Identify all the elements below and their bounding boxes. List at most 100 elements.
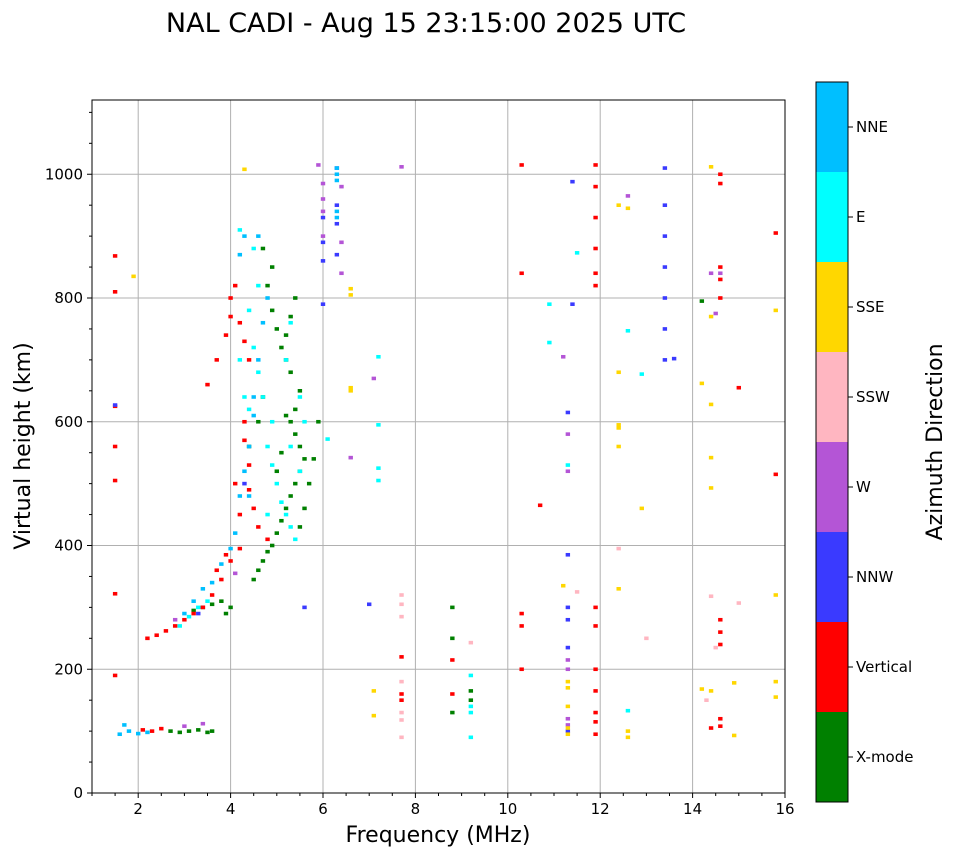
- data-point: [126, 729, 132, 733]
- data-point: [246, 463, 252, 467]
- data-point: [145, 730, 150, 735]
- chart-title: NAL CADI - Aug 15 23:15:00 2025 UTC: [166, 8, 686, 39]
- data-point: [547, 340, 552, 345]
- data-point: [228, 314, 233, 319]
- data-point: [662, 234, 668, 238]
- data-point: [242, 395, 247, 399]
- data-point: [246, 494, 252, 498]
- data-point: [367, 602, 372, 607]
- data-point: [242, 438, 247, 443]
- data-point: [519, 667, 524, 672]
- data-point: [112, 254, 118, 258]
- x-tick-label: 6: [318, 800, 328, 818]
- data-point: [773, 231, 778, 235]
- data-point: [297, 525, 303, 529]
- data-point: [593, 689, 598, 693]
- data-point: [713, 645, 718, 650]
- data-point: [731, 733, 737, 738]
- data-point: [260, 559, 266, 563]
- data-point: [570, 302, 575, 306]
- data-point: [288, 444, 293, 449]
- data-point: [731, 681, 737, 685]
- data-point: [565, 463, 571, 467]
- data-point: [320, 215, 326, 220]
- data-point: [399, 718, 404, 722]
- data-point: [246, 358, 252, 362]
- x-tick-label: 4: [226, 800, 236, 818]
- data-point: [519, 611, 524, 616]
- data-point: [376, 478, 381, 483]
- data-point: [200, 605, 206, 610]
- data-point: [662, 327, 668, 331]
- data-point: [242, 339, 247, 344]
- data-point: [468, 698, 474, 702]
- data-point: [233, 481, 238, 486]
- data-point: [242, 234, 247, 238]
- data-point: [205, 730, 210, 735]
- x-tick-label: 2: [133, 800, 143, 818]
- data-point: [348, 385, 353, 390]
- data-point: [450, 658, 455, 662]
- data-point: [251, 506, 256, 511]
- data-point: [593, 184, 598, 189]
- data-point: [288, 320, 293, 325]
- data-point: [334, 172, 340, 177]
- x-axis-label: Frequency (MHz): [346, 823, 531, 848]
- colorbar-segment: [816, 532, 848, 622]
- data-point: [182, 724, 187, 728]
- data-point: [233, 283, 238, 288]
- data-point: [639, 506, 644, 511]
- data-point: [320, 234, 326, 238]
- data-point: [371, 689, 377, 693]
- data-point: [172, 624, 178, 628]
- data-point: [708, 314, 714, 319]
- data-point: [662, 203, 668, 207]
- data-point: [246, 308, 252, 313]
- data-point: [616, 546, 621, 551]
- data-point: [334, 203, 340, 207]
- data-point: [662, 358, 668, 362]
- data-point: [348, 293, 353, 297]
- data-point: [468, 673, 474, 678]
- data-point: [256, 358, 261, 362]
- series-ssw: [399, 546, 741, 740]
- data-point: [334, 178, 340, 183]
- data-point: [297, 444, 303, 449]
- data-point: [699, 381, 705, 386]
- data-point: [205, 382, 210, 387]
- data-point: [223, 611, 229, 616]
- data-point: [565, 716, 571, 721]
- y-tick-label: 0: [73, 784, 83, 802]
- x-tick-label: 16: [775, 800, 794, 818]
- data-point: [136, 731, 141, 736]
- data-point: [283, 512, 289, 517]
- y-tick-label: 1000: [45, 165, 83, 183]
- data-point: [565, 432, 571, 436]
- data-point: [565, 658, 571, 662]
- colorbar-segment: [816, 712, 848, 802]
- data-point: [256, 419, 261, 424]
- data-point: [260, 395, 266, 399]
- data-point: [339, 271, 344, 276]
- data-point: [399, 165, 404, 169]
- data-point: [293, 296, 298, 300]
- x-tick-label: 10: [498, 800, 517, 818]
- data-point: [209, 602, 215, 607]
- data-point: [399, 679, 404, 684]
- data-point: [269, 463, 275, 467]
- data-point: [279, 345, 284, 350]
- data-point: [519, 163, 524, 167]
- series-x-mode: [168, 246, 705, 735]
- data-point: [519, 624, 524, 628]
- data-point: [718, 642, 723, 647]
- data-point: [320, 181, 326, 186]
- data-point: [200, 721, 206, 726]
- data-point: [131, 274, 136, 279]
- data-point: [274, 327, 279, 331]
- colorbar-segment: [816, 352, 848, 442]
- colorbar-tick-label: NNW: [856, 568, 893, 586]
- data-point: [122, 723, 127, 727]
- data-point: [256, 525, 261, 529]
- data-point: [209, 593, 215, 597]
- data-point: [593, 246, 598, 251]
